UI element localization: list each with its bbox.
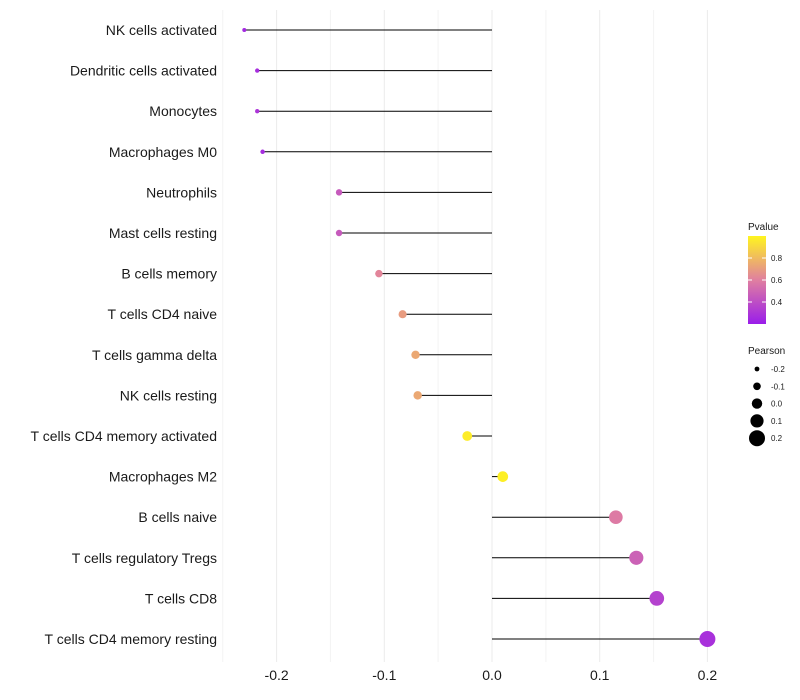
- pearson-legend-label: 0.0: [771, 400, 783, 409]
- category-label: Dendritic cells activated: [70, 63, 217, 79]
- pearson-legend-title: Pearson: [748, 346, 785, 357]
- category-label: T cells CD4 naive: [108, 306, 218, 322]
- category-label: NK cells activated: [106, 22, 217, 38]
- data-point: [411, 350, 420, 360]
- data-point: [260, 149, 265, 155]
- data-point: [335, 189, 343, 196]
- pearson-legend-label: -0.2: [771, 365, 785, 374]
- x-tick-label: 0.1: [590, 667, 610, 683]
- pvalue-legend-label: 0.4: [771, 298, 783, 307]
- data-point: [629, 550, 644, 565]
- data-point: [609, 510, 623, 525]
- lollipop-stems: [244, 29, 708, 640]
- category-label: T cells regulatory Tregs: [72, 550, 217, 566]
- x-tick-label: -0.2: [265, 667, 289, 683]
- pvalue-legend-title: Pvalue: [748, 222, 779, 233]
- pvalue-colorbar: [748, 236, 766, 324]
- pearson-legend: Pearson -0.2 -0.1 0.0 0.1 0.2: [748, 346, 785, 447]
- pvalue-legend-label: 0.6: [771, 276, 783, 285]
- category-label: B cells naive: [138, 509, 217, 525]
- grid-lines: [222, 10, 708, 662]
- category-label: T cells CD4 memory activated: [31, 428, 217, 444]
- data-point: [375, 269, 383, 278]
- category-label: T cells gamma delta: [92, 347, 217, 363]
- lollipop-points: [242, 28, 716, 647]
- data-point: [497, 471, 509, 482]
- pearson-legend-dot: [751, 398, 763, 409]
- category-label: Macrophages M0: [109, 144, 217, 160]
- data-point: [413, 391, 422, 400]
- category-label: Monocytes: [149, 103, 217, 119]
- pearson-legend-label: -0.1: [771, 382, 785, 391]
- pvalue-legend-label: 0.8: [771, 254, 783, 263]
- pearson-legend-label: 0.1: [771, 417, 783, 426]
- data-point: [398, 310, 407, 319]
- data-point: [242, 28, 247, 32]
- pearson-legend-dot: [749, 430, 765, 447]
- pearson-legend-dot: [753, 382, 761, 391]
- data-point: [462, 431, 473, 441]
- data-point: [255, 68, 260, 73]
- data-point: [699, 631, 716, 647]
- data-point: [649, 591, 665, 606]
- category-label: Macrophages M2: [109, 469, 217, 485]
- category-label: Neutrophils: [146, 184, 217, 200]
- x-tick-label: -0.1: [372, 667, 396, 683]
- pvalue-legend: Pvalue 0.8 0.6 0.4: [748, 222, 783, 324]
- category-label: B cells memory: [121, 266, 217, 282]
- data-point: [335, 229, 343, 237]
- x-axis-ticks: -0.2 -0.1 0.0 0.1 0.2: [265, 667, 718, 683]
- category-label: NK cells resting: [120, 387, 217, 403]
- category-labels: NK cells activated Dendritic cells activa…: [31, 22, 218, 647]
- category-label: T cells CD4 memory resting: [45, 631, 217, 647]
- pearson-legend-dot: [754, 366, 760, 372]
- category-label: T cells CD8: [145, 590, 217, 606]
- category-label: Mast cells resting: [109, 225, 217, 241]
- x-tick-label: 0.2: [698, 667, 718, 683]
- pearson-legend-label: 0.2: [771, 434, 783, 443]
- x-tick-label: 0.0: [482, 667, 502, 683]
- data-point: [255, 109, 260, 114]
- pearson-legend-dot: [750, 414, 764, 428]
